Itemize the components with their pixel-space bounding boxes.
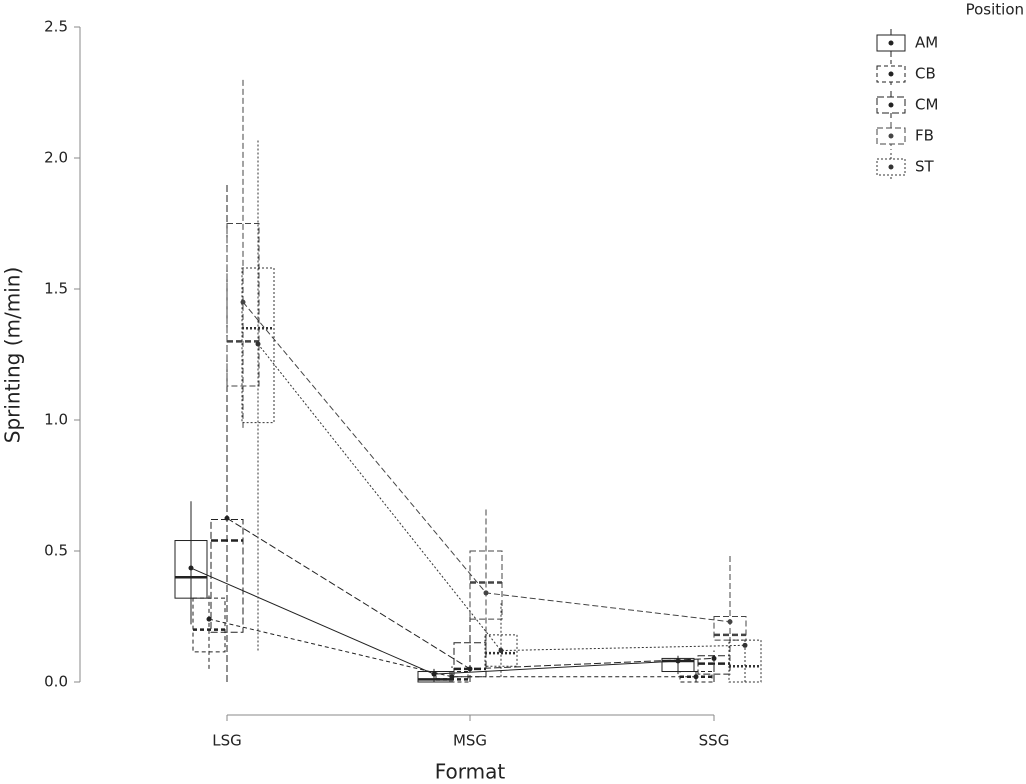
y-tick-label: 1.5 xyxy=(44,280,68,298)
legend-label: CB xyxy=(915,65,936,83)
mean-point xyxy=(224,515,230,521)
y-tick-label: 0.5 xyxy=(44,542,68,560)
legend-key-point xyxy=(888,102,894,108)
legend-label: ST xyxy=(915,158,935,176)
mean-point xyxy=(188,565,194,571)
mean-line xyxy=(190,567,679,675)
box xyxy=(697,655,731,675)
box xyxy=(241,267,275,424)
box xyxy=(484,634,518,667)
mean-line xyxy=(257,343,746,652)
box xyxy=(192,597,226,653)
y-tick-label: 2.5 xyxy=(44,18,68,36)
y-tick-label: 0.0 xyxy=(44,673,68,691)
box xyxy=(713,616,747,641)
y-tick-label: 1.0 xyxy=(44,411,68,429)
mean-point xyxy=(711,655,717,661)
mean-point xyxy=(742,642,748,648)
y-tick-label: 2.0 xyxy=(44,149,68,167)
legend-label: CM xyxy=(915,96,938,114)
mean-point xyxy=(255,341,261,347)
legend-label: FB xyxy=(915,127,934,145)
box xyxy=(469,550,503,620)
y-axis-title: Sprinting (m/min) xyxy=(1,267,25,444)
legend-key-point xyxy=(888,71,894,77)
mean-point xyxy=(693,674,699,680)
legend-title: Position xyxy=(966,1,1024,19)
box xyxy=(226,223,260,387)
mean-point xyxy=(483,590,489,596)
x-axis-title: Format xyxy=(435,760,506,784)
mean-point xyxy=(240,299,246,305)
mean-point xyxy=(675,658,681,664)
mean-point xyxy=(498,648,504,654)
mean-point xyxy=(727,619,733,625)
x-tick-label: LSG xyxy=(212,732,242,750)
x-tick-label: SSG xyxy=(699,732,730,750)
x-tick-label: MSG xyxy=(453,732,487,750)
legend-key-point xyxy=(888,133,894,139)
box xyxy=(174,540,208,599)
legend-label: AM xyxy=(915,34,938,52)
mean-point xyxy=(467,666,473,672)
box xyxy=(728,639,762,683)
mean-point xyxy=(449,674,455,680)
box xyxy=(661,657,695,673)
box xyxy=(453,642,487,678)
legend-key-point xyxy=(888,40,894,46)
legend-key-point xyxy=(888,164,894,170)
mean-point xyxy=(206,616,212,622)
